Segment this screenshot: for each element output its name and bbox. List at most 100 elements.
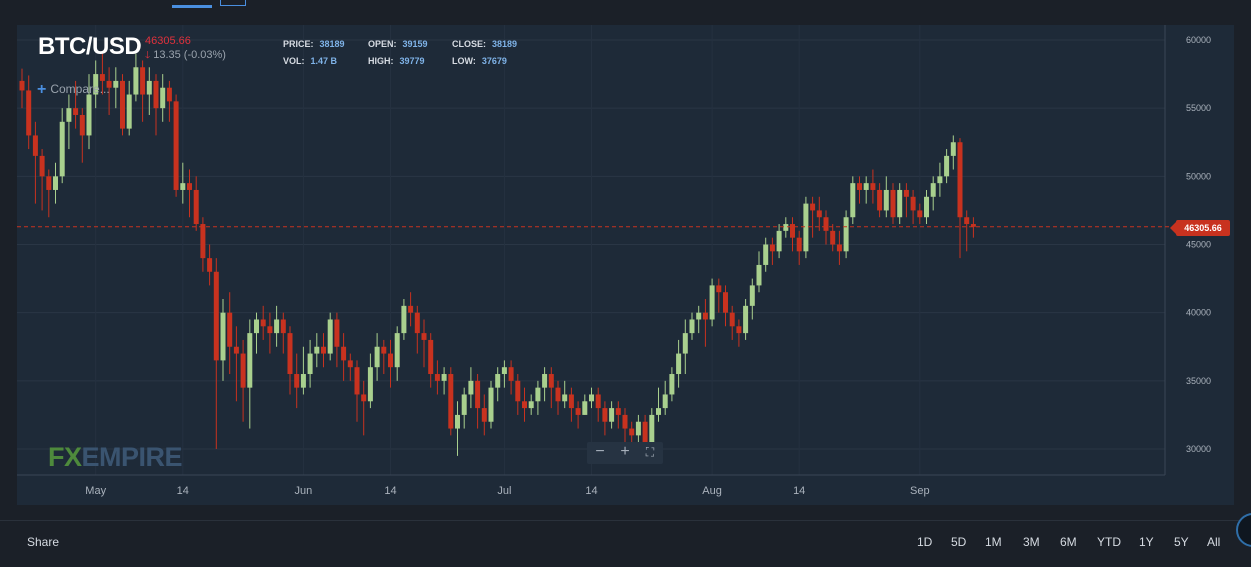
range-1m[interactable]: 1M — [985, 535, 1002, 549]
tab-outline[interactable] — [220, 0, 246, 6]
candle — [193, 176, 199, 231]
candle — [723, 285, 728, 327]
compare-button[interactable]: + Compare... — [37, 80, 110, 98]
candle — [213, 258, 219, 449]
candle-body — [361, 394, 367, 402]
candle-body — [615, 408, 621, 415]
candle — [816, 196, 822, 231]
range-all[interactable]: All — [1207, 535, 1221, 549]
candle — [455, 401, 460, 456]
x-tick-label: 14 — [793, 485, 805, 497]
candle-body — [86, 94, 92, 136]
candle-body — [542, 374, 548, 388]
range-1d[interactable]: 1D — [917, 535, 933, 549]
candle-body — [267, 326, 273, 334]
candle-body — [944, 155, 950, 177]
candle — [374, 333, 380, 381]
candle-body — [461, 394, 467, 415]
range-ytd[interactable]: YTD — [1097, 535, 1121, 549]
candle-body — [46, 176, 52, 190]
candle — [79, 108, 85, 163]
candle-body — [696, 312, 702, 320]
candle-body — [113, 80, 119, 88]
candle — [729, 305, 735, 340]
candle — [180, 162, 186, 204]
candle-body — [857, 183, 862, 190]
share-button[interactable]: Share — [27, 535, 60, 549]
vol-label: VOL: — [283, 56, 305, 66]
zoom-in-button[interactable]: + — [620, 443, 630, 460]
candle-body — [388, 353, 393, 368]
candle-body — [689, 319, 695, 334]
candle-body — [823, 217, 829, 231]
fullscreen-button[interactable]: ⛶ — [645, 445, 655, 459]
candle — [300, 346, 306, 395]
candle — [602, 401, 608, 436]
candle-body — [367, 367, 373, 402]
candle — [334, 312, 340, 368]
candle-body — [294, 374, 300, 388]
range-6m[interactable]: 6M — [1060, 535, 1077, 549]
candle-body — [414, 312, 420, 334]
candle — [562, 380, 568, 409]
plus-icon: + — [37, 81, 47, 98]
candle — [488, 380, 494, 429]
y-tick-label: 60000 — [1186, 35, 1211, 45]
y-tick-label: 35000 — [1186, 376, 1211, 386]
active-tab-indicator[interactable] — [172, 5, 212, 8]
zoom-controls: − + ⛶ — [587, 442, 663, 464]
candle-body — [816, 210, 822, 218]
symbol-title: BTC/USD — [38, 33, 142, 60]
candle-body — [676, 353, 682, 375]
stat-low: LOW: 37679 — [452, 56, 507, 66]
candle-body — [327, 319, 333, 354]
candle — [535, 380, 541, 415]
candle-body — [99, 74, 105, 81]
candle — [528, 394, 534, 415]
y-tick-label: 50000 — [1186, 171, 1211, 181]
candle-body — [850, 183, 856, 218]
candle — [200, 217, 206, 272]
candle — [756, 251, 762, 293]
candle-body — [682, 333, 688, 354]
x-tick-label: 14 — [384, 485, 396, 497]
candle-body — [622, 414, 628, 429]
current-price-tag: 46305.66 — [1176, 220, 1230, 236]
x-tick-label: May — [85, 485, 106, 497]
candle-body — [240, 353, 246, 388]
fxempire-logo: FXEMPIRE — [48, 442, 183, 473]
change-text: 13.35 (-0.03%) — [153, 49, 226, 61]
candle — [689, 312, 695, 340]
candle — [696, 305, 702, 334]
candle-body — [595, 394, 601, 409]
range-1y[interactable]: 1Y — [1139, 535, 1154, 549]
candle — [542, 367, 548, 402]
range-5d[interactable]: 5D — [951, 535, 967, 549]
price-tag-notch — [1170, 222, 1176, 234]
candle — [106, 67, 112, 115]
candle-body — [374, 346, 380, 368]
candle — [388, 339, 393, 388]
candle — [843, 210, 849, 259]
candle-body — [783, 224, 789, 231]
candlestick-chart[interactable]: 30000 35000 40000 45000 50000 55000 60000 May 14… — [17, 25, 1234, 505]
candle-body — [642, 421, 648, 449]
candle — [53, 162, 58, 204]
y-tick-label: 45000 — [1186, 240, 1211, 250]
range-5y[interactable]: 5Y — [1174, 535, 1189, 549]
candle — [247, 319, 253, 429]
close-label: CLOSE: — [452, 39, 487, 49]
candle — [408, 292, 414, 327]
low-label: LOW: — [452, 56, 476, 66]
open-value: 39159 — [402, 39, 428, 49]
candle — [66, 94, 72, 150]
candle-body — [26, 90, 32, 136]
candle — [354, 360, 360, 422]
range-3m[interactable]: 3M — [1023, 535, 1040, 549]
zoom-out-button[interactable]: − — [595, 443, 605, 460]
candle-body — [254, 319, 259, 334]
candle — [294, 353, 300, 409]
candle-body — [307, 353, 313, 375]
candle — [870, 169, 876, 204]
compare-label: Compare... — [50, 82, 110, 96]
